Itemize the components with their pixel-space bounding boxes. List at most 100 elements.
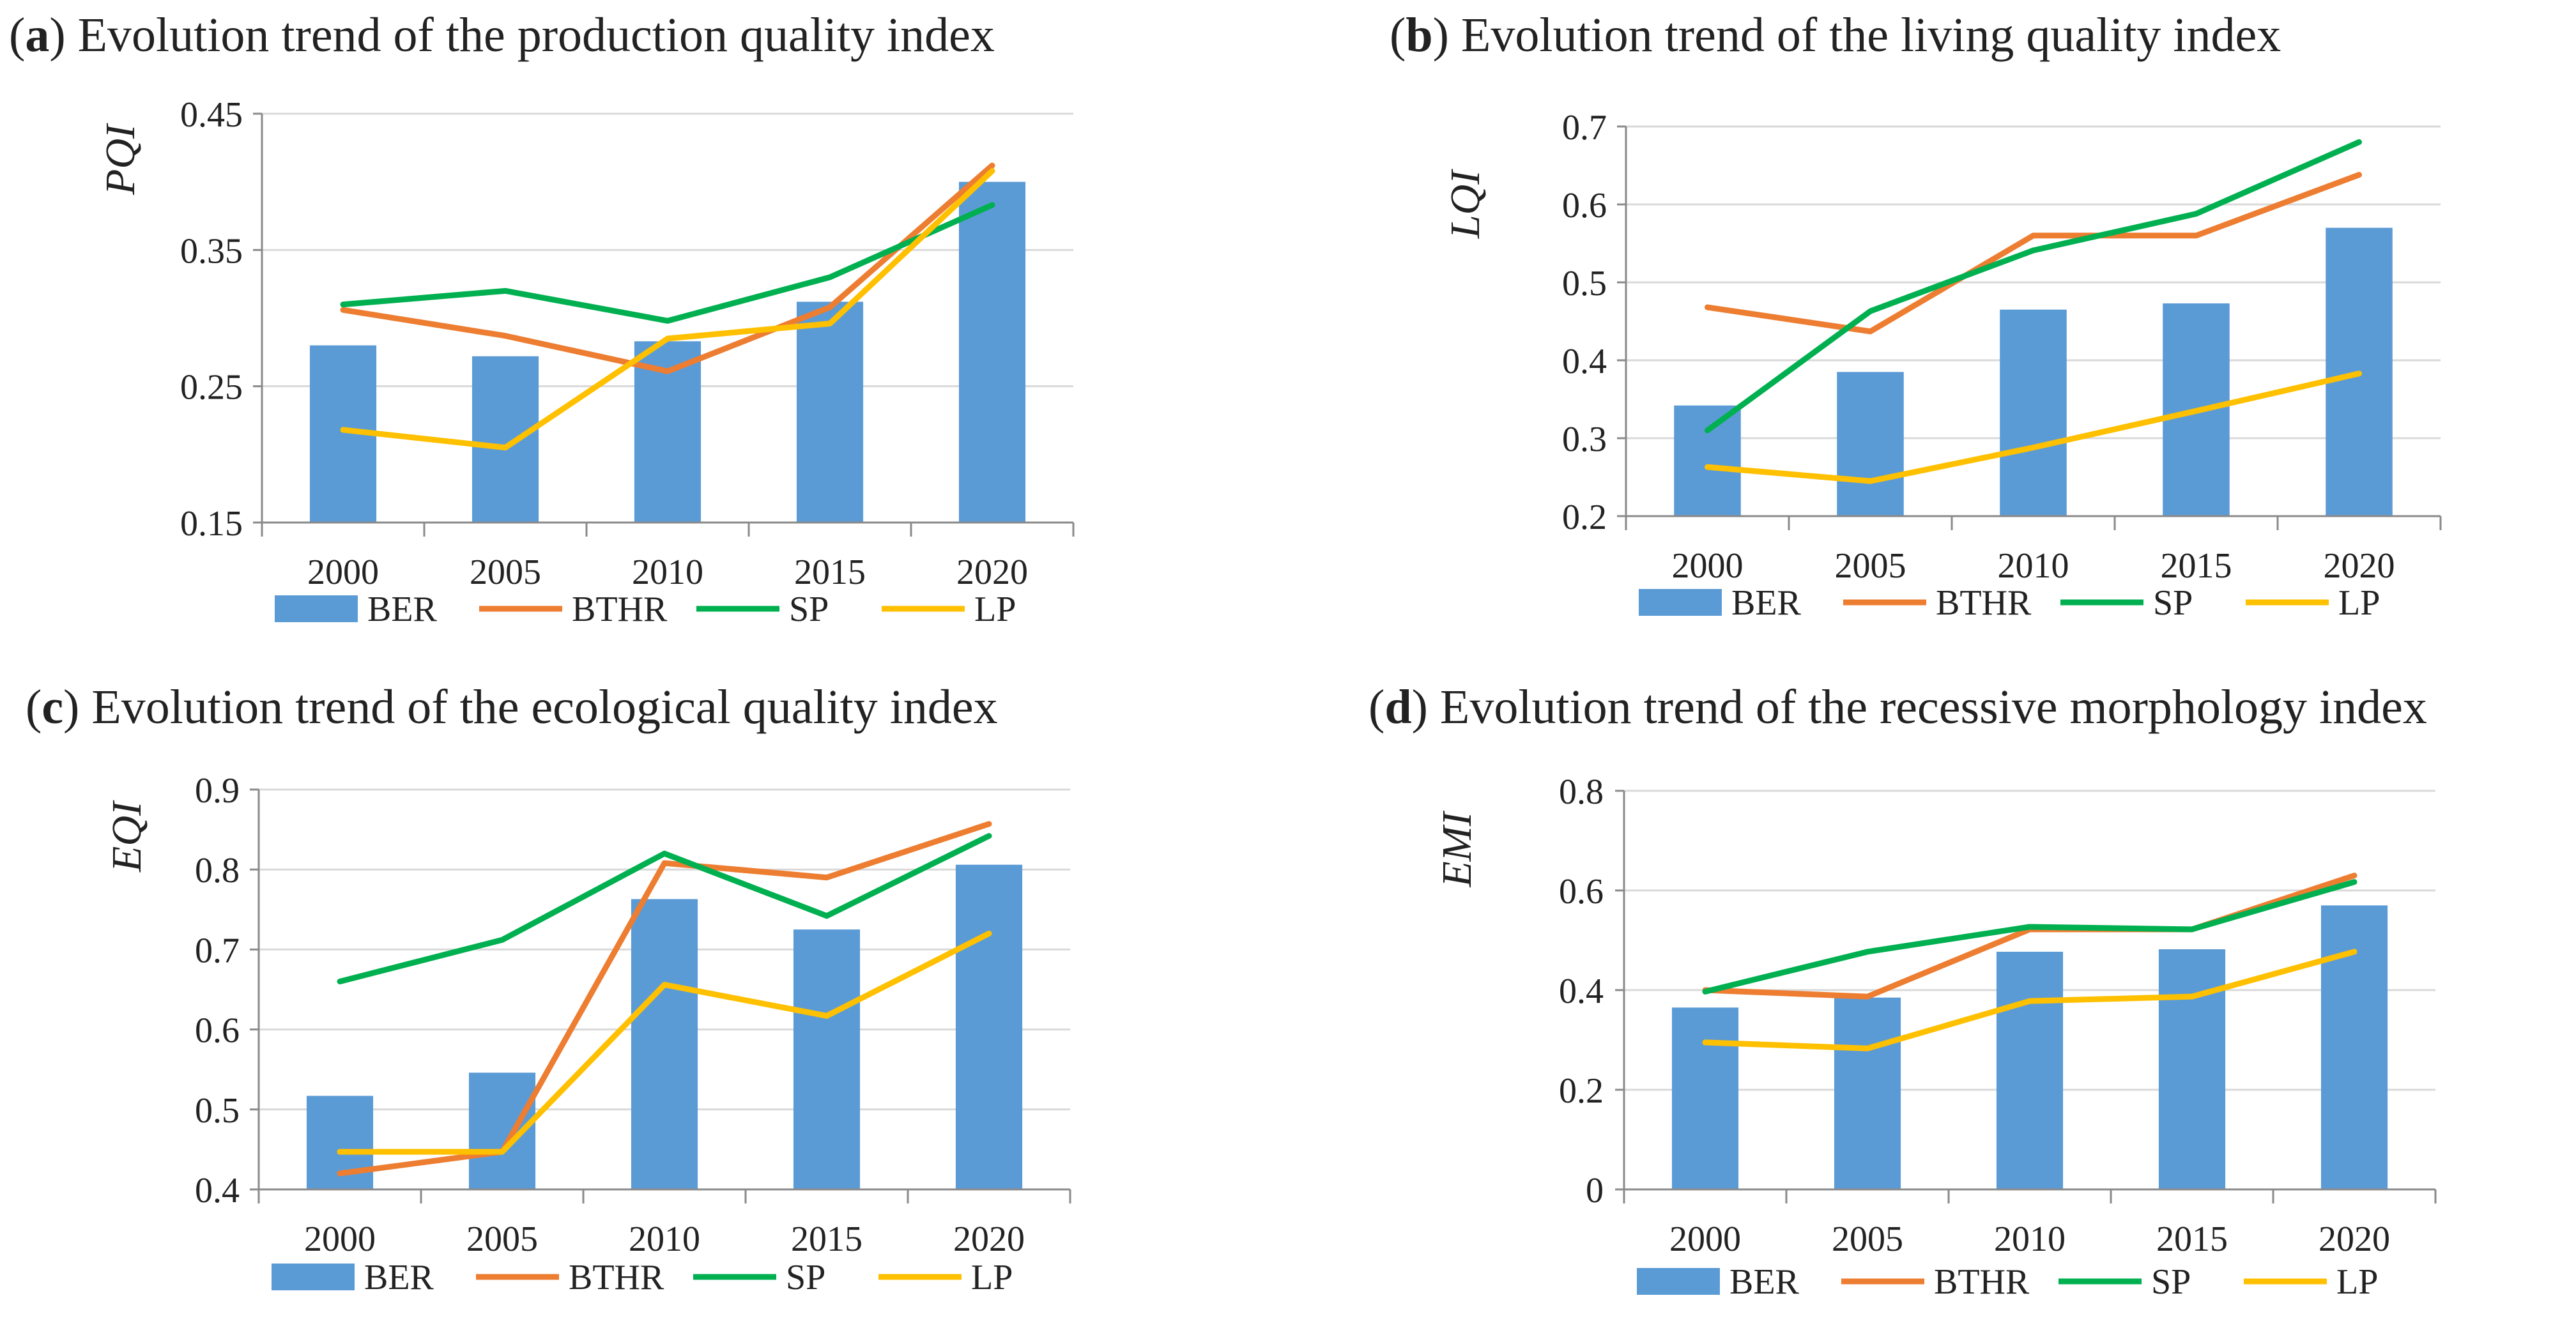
y-tick-label: 0.25	[180, 368, 243, 408]
chart-title: (a) Evolution trend of the production qu…	[9, 8, 995, 62]
y-axis-label: PQI	[97, 123, 144, 195]
legend-label-BTHR: BTHR	[1934, 1262, 2030, 1302]
title-paren-open: (	[1368, 680, 1384, 734]
line-BTHR	[337, 821, 992, 1177]
title-paren-close: )	[63, 680, 91, 734]
legend-label-BER: BER	[364, 1258, 434, 1297]
title-text: Evolution trend of the production qualit…	[78, 8, 995, 62]
y-tick-label: 0.7	[195, 931, 240, 970]
bar-BER-2005	[1837, 372, 1904, 516]
y-axis-label: EMI	[1434, 810, 1480, 887]
bar-BER-2010	[2000, 309, 2067, 516]
bar-BER-2015	[2158, 949, 2226, 1189]
line-LP	[1705, 370, 2362, 484]
chart-title: (c) Evolution trend of the ecological qu…	[26, 680, 998, 734]
x-tick-label: 2010	[1998, 546, 2069, 586]
x-tick-label: 2000	[307, 553, 379, 592]
panel-letter: a	[25, 8, 49, 62]
x-tick-label: 2005	[1835, 546, 1906, 586]
y-tick-label: 0.8	[195, 851, 240, 890]
x-tick-label: 2005	[470, 553, 541, 592]
legend-label-SP: SP	[786, 1258, 825, 1297]
chart-title: (d) Evolution trend of the recessive mor…	[1368, 680, 2427, 734]
legend: BER BTHR SP LP	[272, 1258, 1013, 1297]
y-tick-label: 0.6	[1562, 186, 1607, 225]
y-tick-label: 0.6	[1559, 872, 1604, 912]
y-tick-label: 0.5	[195, 1091, 240, 1131]
legend: BER BTHR SP LP	[1637, 1262, 2378, 1302]
line-BTHR	[340, 162, 995, 374]
legend-label-LP: LP	[974, 590, 1016, 629]
legend-swatch-BER	[1639, 589, 1722, 616]
x-tick-label: 2015	[794, 553, 866, 592]
panel-letter: c	[42, 680, 63, 734]
title-paren-close: )	[1433, 8, 1461, 62]
chart-panel-b: (b) Evolution trend of the living qualit…	[1390, 8, 2442, 623]
legend-label-BTHR: BTHR	[1936, 583, 2032, 623]
y-tick-label: 0.2	[1559, 1071, 1604, 1111]
y-axis-label: LQI	[1442, 169, 1489, 239]
legend: BER BTHR SP LP	[275, 590, 1016, 629]
x-tick-label: 2000	[1669, 1219, 1741, 1259]
x-tick-label: 2010	[1994, 1219, 2066, 1259]
legend-swatch-BER	[275, 595, 358, 622]
x-tick-label: 2020	[2319, 1219, 2390, 1259]
x-tick-label: 2015	[2156, 1219, 2228, 1259]
y-axis-label: EQI	[103, 800, 150, 873]
y-tick-label: 0.2	[1562, 498, 1607, 537]
title-paren-close: )	[1412, 680, 1440, 734]
line-SP	[337, 833, 992, 984]
line-SP	[1702, 879, 2358, 995]
bar-BER-2005	[1834, 997, 1901, 1189]
legend: BER BTHR SP LP	[1639, 583, 2380, 623]
x-tick-label: 2005	[1832, 1219, 1903, 1259]
x-tick-label: 2010	[632, 553, 703, 592]
legend-label-SP: SP	[2153, 583, 2193, 623]
y-tick-label: 0.7	[1562, 108, 1607, 148]
bar-BER-2015	[793, 929, 861, 1189]
title-paren-open: (	[26, 680, 42, 734]
line-SP	[340, 202, 995, 324]
title-paren-open: (	[9, 8, 25, 62]
x-tick-label: 2020	[956, 553, 1028, 592]
y-tick-label: 0.15	[180, 504, 243, 544]
bar-BER-2015	[796, 302, 864, 523]
y-tick-label: 0.8	[1559, 772, 1604, 812]
x-tick-label: 2015	[791, 1219, 862, 1259]
y-tick-label: 0.4	[195, 1171, 240, 1210]
panel-letter: d	[1384, 680, 1411, 734]
line-SP	[1705, 139, 2362, 434]
panel-letter: b	[1406, 8, 1432, 62]
x-tick-label: 2000	[1672, 546, 1744, 586]
title-text: Evolution trend of the recessive morphol…	[1440, 680, 2427, 734]
legend-label-SP: SP	[789, 590, 829, 629]
legend-swatch-BER	[272, 1264, 355, 1290]
x-tick-label: 2020	[953, 1219, 1025, 1259]
chart-title: (b) Evolution trend of the living qualit…	[1390, 8, 2281, 62]
bar-BER-2020	[958, 181, 1026, 523]
chart-panel-c: (c) Evolution trend of the ecological qu…	[26, 680, 1071, 1297]
title-text: Evolution trend of the living quality in…	[1461, 8, 2281, 62]
bar-BER-2020	[955, 864, 1023, 1189]
x-tick-label: 2020	[2324, 546, 2395, 586]
bar-BER-2000	[1671, 1007, 1739, 1189]
legend-label-LP: LP	[2338, 583, 2380, 623]
x-tick-label: 2015	[2161, 546, 2232, 586]
y-tick-label: 0.45	[180, 95, 243, 135]
line-LP	[340, 168, 995, 451]
bar-BER-2010	[631, 899, 698, 1189]
x-tick-label: 2000	[304, 1219, 376, 1259]
title-paren-open: (	[1390, 8, 1406, 62]
y-tick-label: 0.35	[180, 231, 243, 271]
legend-label-BER: BER	[1729, 1262, 1800, 1302]
bar-BER-2005	[471, 356, 539, 523]
legend-label-BTHR: BTHR	[572, 590, 668, 629]
y-tick-label: 0.4	[1559, 972, 1604, 1011]
line-LP	[337, 930, 992, 1155]
line-LP	[1702, 949, 2358, 1051]
x-tick-label: 2005	[466, 1219, 538, 1259]
legend-label-BER: BER	[1731, 583, 1802, 623]
bar-BER-2000	[1674, 405, 1741, 516]
bar-BER-2020	[2320, 905, 2388, 1189]
